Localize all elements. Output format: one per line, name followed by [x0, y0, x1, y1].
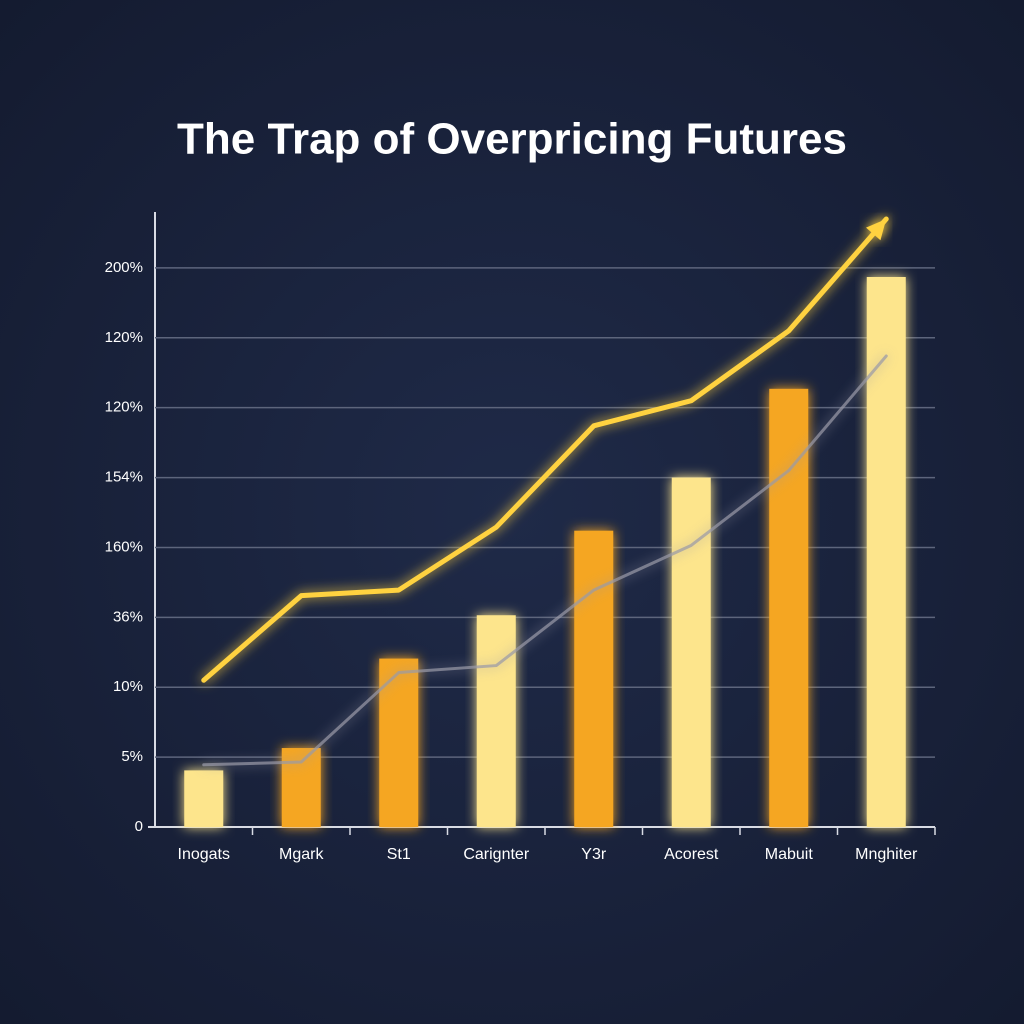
bar: [379, 658, 419, 827]
x-tick-label: Carignter: [463, 846, 529, 863]
bar: [574, 530, 614, 827]
x-tick-label: Y3r: [581, 846, 607, 863]
y-tick-label: 200%: [105, 259, 143, 276]
y-tick-label: 154%: [105, 469, 143, 486]
bar: [671, 477, 711, 827]
x-tick-label: Mnghiter: [855, 846, 918, 863]
y-tick-label: 10%: [113, 678, 143, 695]
line: [201, 216, 889, 683]
line-arrowhead: [866, 218, 887, 241]
y-tick-label: 160%: [105, 538, 143, 555]
x-tick-label: Mgark: [279, 846, 324, 863]
bar: [184, 770, 224, 827]
y-tick-label: 0: [135, 818, 143, 835]
y-tick-label: 120%: [105, 399, 143, 416]
y-tick-label: 120%: [105, 329, 143, 346]
x-tick-label: Acorest: [664, 846, 719, 863]
bar: [866, 276, 906, 827]
bar: [281, 748, 321, 827]
x-tick-label: Inogats: [178, 846, 230, 863]
line: [202, 354, 888, 767]
bar: [476, 615, 516, 827]
y-tick-label: 36%: [113, 608, 143, 625]
chart-title: The Trap of Overpricing Futures: [177, 115, 847, 164]
x-tick-label: Mabuit: [765, 846, 814, 863]
x-tick-label: St1: [387, 846, 411, 863]
bar: [769, 388, 809, 827]
y-tick-label: 5%: [121, 748, 143, 765]
